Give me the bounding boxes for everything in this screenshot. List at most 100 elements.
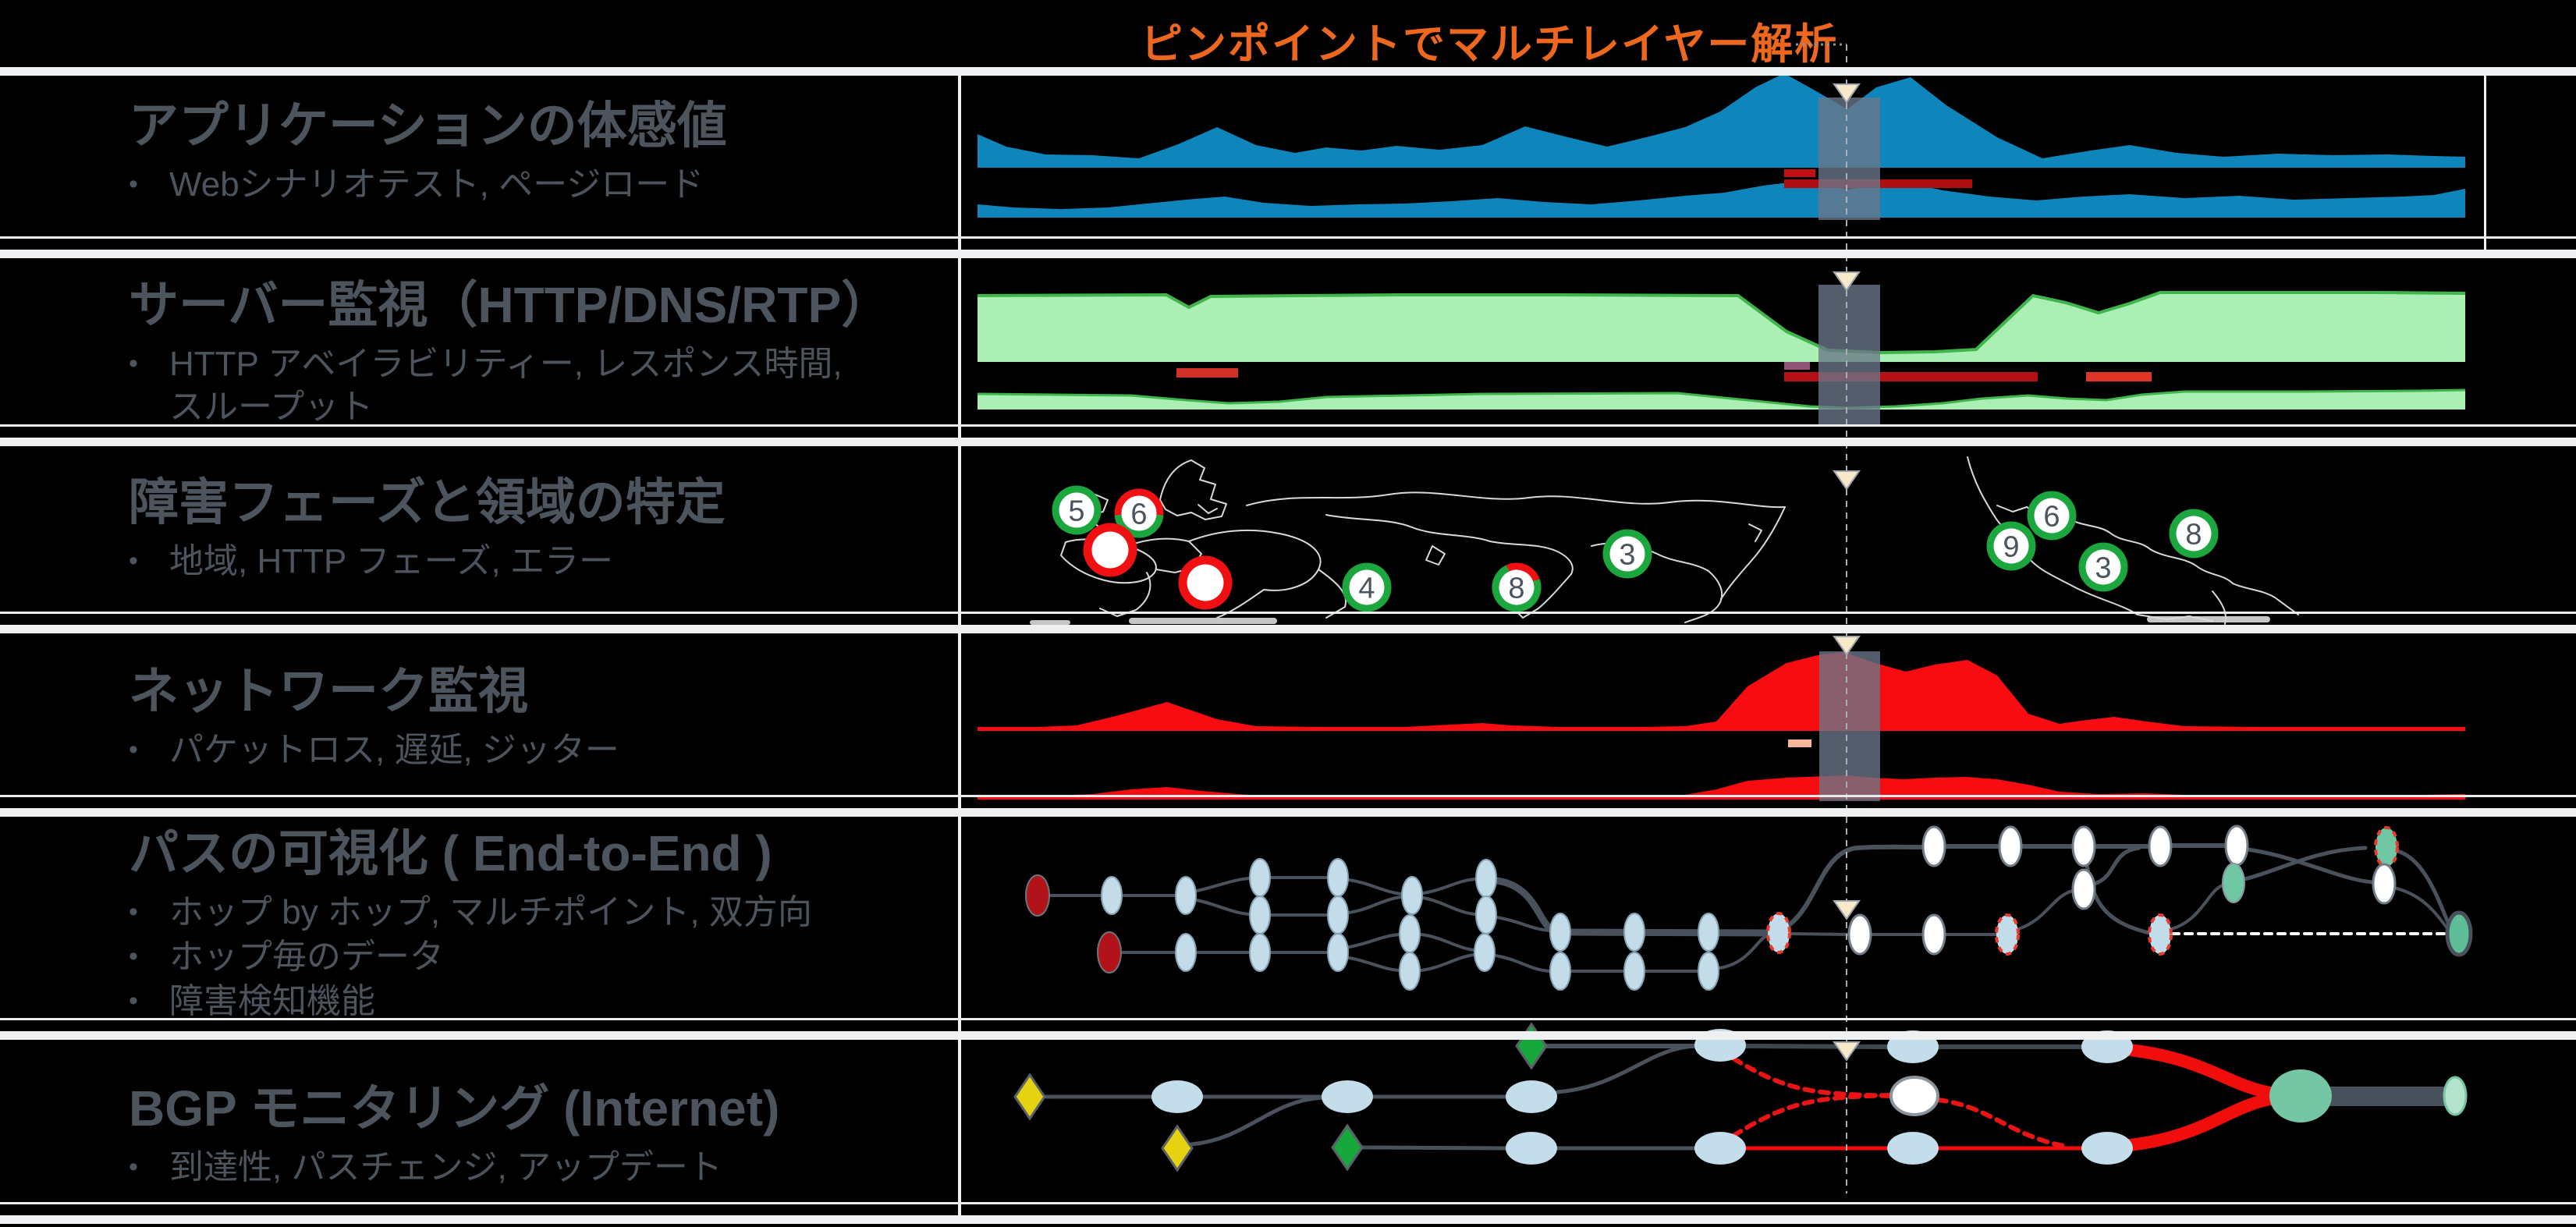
map-agent-badge: 3 — [1602, 529, 1652, 579]
time-selection[interactable] — [1819, 651, 1880, 801]
network-node — [1921, 913, 1946, 956]
network-node — [1151, 1080, 1203, 1113]
network-node — [1475, 895, 1497, 934]
svg-text:4: 4 — [1358, 573, 1375, 605]
row-bottom-border — [0, 424, 2576, 427]
bullet-dot: • — [129, 896, 138, 927]
row-server-bullets: • HTTP アベイラビリティー, レスポンス時間, スループット — [129, 342, 940, 428]
row-separator-bar — [0, 808, 2576, 817]
row-app-bullets: • Webシナリオテスト, ページロード — [129, 163, 940, 206]
svg-text:3: 3 — [1619, 539, 1635, 572]
network-node — [1401, 876, 1423, 915]
bullet-item: • Webシナリオテスト, ページロード — [129, 163, 940, 206]
svg-text:8: 8 — [1508, 573, 1524, 605]
network-node — [2224, 825, 2249, 867]
path-visualization — [1025, 825, 2473, 991]
row-bgp-heading: BGP モニタリング (Internet) — [129, 1080, 780, 1137]
network-node — [1887, 1132, 1939, 1165]
area-charts — [977, 73, 2466, 800]
bullet-item: • パケットロス, 遅延, ジッター — [129, 729, 940, 771]
row-bottom-border — [0, 1202, 2576, 1204]
network-node — [1175, 933, 1197, 972]
bullet-text: 地域, HTTP フェーズ, エラー — [169, 541, 614, 580]
network-node — [2222, 863, 2245, 903]
map-agent-badge: 8 — [1492, 562, 1542, 612]
network-node — [2372, 863, 2397, 905]
bullet-dot: • — [129, 545, 138, 576]
svg-text:8: 8 — [2185, 519, 2202, 551]
bgp-visualization — [1013, 1022, 2468, 1172]
row-path-heading: パスの可視化 ( End-to-End ) — [129, 825, 772, 881]
row-server-label: サーバー監視（HTTP/DNS/RTP） • HTTP アベイラビリティー, レス… — [129, 277, 940, 430]
row-phase-heading: 障害フェーズと領域の特定 — [129, 474, 726, 530]
row-separator-bar — [0, 438, 2576, 446]
network-node — [1399, 914, 1421, 953]
network-node — [1025, 874, 1050, 917]
network-node — [1327, 858, 1349, 897]
network-node — [1921, 825, 1946, 867]
pinpoint-triangle-marker — [1833, 83, 1861, 104]
network-node — [1998, 825, 2023, 867]
network-node — [1698, 952, 1719, 991]
row-app-label: アプリケーションの体感値 • Webシナリオテスト, ページロード — [129, 98, 940, 207]
bullet-dot: • — [129, 941, 138, 971]
time-selection[interactable] — [1818, 285, 1880, 425]
map-agent-badge: 8 — [2169, 509, 2219, 559]
row-network-heading: ネットワーク監視 — [129, 663, 528, 719]
row-path-label: パスの可視化 ( End-to-End ) • ホップ by ホップ, マルチポイ… — [129, 825, 940, 1024]
network-node — [1249, 933, 1271, 972]
map-agent-badge: 6 — [2027, 491, 2077, 541]
network-node — [1549, 952, 1571, 991]
network-node — [1623, 913, 1645, 952]
network-node — [2081, 1132, 2133, 1165]
bullet-text: Webシナリオテスト, ページロード — [169, 165, 704, 204]
network-node — [1327, 933, 1349, 972]
network-node — [2269, 1069, 2332, 1122]
row-network-label: ネットワーク監視 • パケットロス, 遅延, ジッター — [129, 663, 940, 773]
slide-title: ピンポイントでマルチレイヤー解析 — [1141, 21, 1839, 68]
server-availability — [978, 293, 2465, 362]
bullet-dot: • — [129, 985, 138, 1016]
bullet-dot: • — [129, 1151, 138, 1182]
time-selection[interactable] — [1818, 98, 1880, 220]
pinpoint-marker — [1796, 43, 1861, 1193]
bullet-dot: • — [129, 168, 138, 199]
row-app-right-border — [2484, 76, 2486, 250]
bullet-text: ホップ毎のデータ — [169, 937, 444, 976]
svg-text:6: 6 — [2043, 501, 2060, 534]
network-node — [1698, 913, 1719, 952]
row-bottom-border — [0, 236, 2576, 239]
network-loss — [978, 652, 2465, 731]
row-bgp-bullets: • 到達性, パスチェンジ, アップデート — [129, 1146, 940, 1189]
network-node — [1889, 1076, 1939, 1116]
row-server-heading: サーバー監視（HTTP/DNS/RTP） — [129, 277, 892, 333]
network-node — [2445, 910, 2473, 957]
row-separator-bar — [0, 625, 2576, 633]
bgp-monitor-diamond — [1161, 1124, 1194, 1172]
network-node — [1399, 952, 1421, 991]
bullet-item: • 障害検知機能 — [129, 980, 940, 1023]
bgp-monitor-diamond — [1331, 1123, 1364, 1172]
row-separator-bar — [0, 250, 2576, 258]
map-agent-badge: 4 — [1342, 562, 1392, 612]
bullet-item: • 地域, HTTP フェーズ, エラー — [129, 540, 940, 583]
bullet-text: パケットロス, 遅延, ジッター — [169, 730, 619, 769]
svg-text:9: 9 — [2003, 531, 2019, 564]
network-node — [2374, 826, 2399, 868]
bullet-item: • ホップ by ホップ, マルチポイント, 双方向 — [129, 891, 940, 934]
row-bottom-border — [0, 795, 2576, 797]
network-node — [2148, 825, 2173, 867]
network-node — [1847, 913, 1872, 956]
network-node — [1694, 1132, 1746, 1165]
bullet-text: HTTP アベイラビリティー, レスポンス時間, スループット — [169, 344, 843, 426]
pinpoint-triangle-marker — [1833, 271, 1861, 292]
server-response — [978, 390, 2465, 410]
bullet-text: 到達性, パスチェンジ, アップデート — [169, 1147, 722, 1186]
row-app-heading: アプリケーションの体感値 — [129, 98, 727, 154]
pinpoint-triangle-marker — [1833, 636, 1861, 656]
network-node — [1097, 931, 1122, 973]
row-phase-bullets: • 地域, HTTP フェーズ, エラー — [129, 540, 940, 583]
bullet-item: • 到達性, パスチェンジ, アップデート — [129, 1146, 940, 1189]
